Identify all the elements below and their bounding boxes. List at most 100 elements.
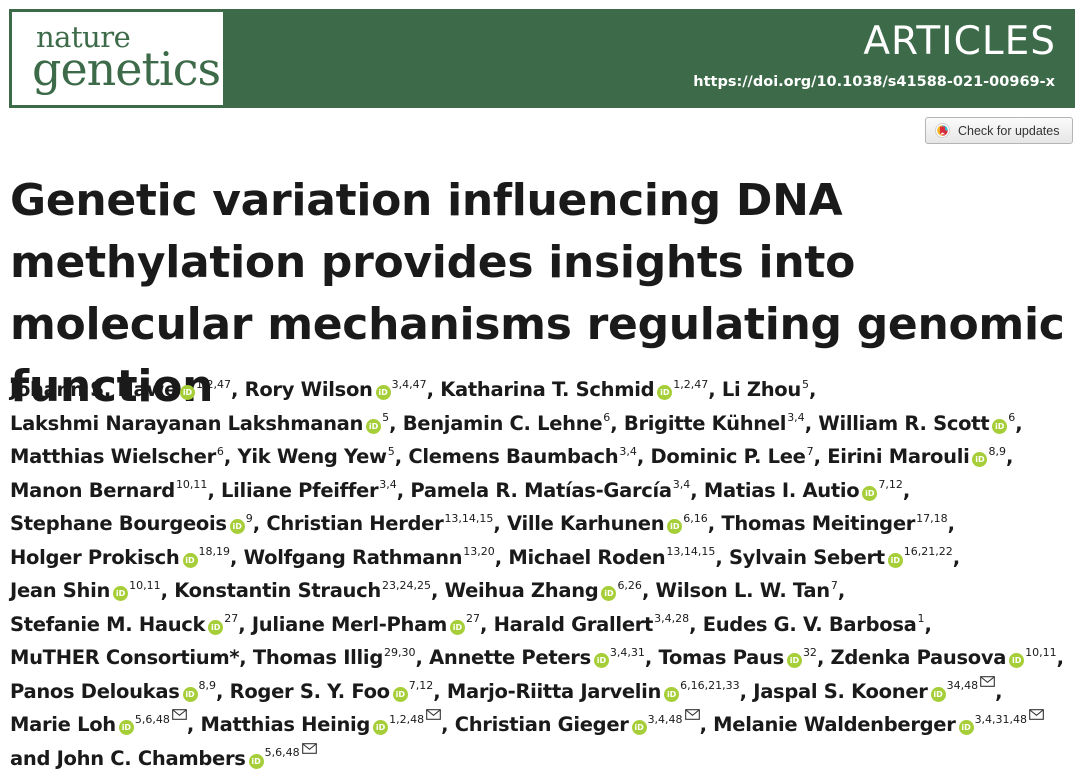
affiliation-numbers[interactable]: 5 bbox=[387, 444, 395, 458]
author-entry[interactable]: Jaspal S. Kooner iD34,48, bbox=[753, 675, 1002, 703]
orcid-icon[interactable]: iD bbox=[601, 586, 617, 601]
author-entry[interactable]: Sylvain Sebert iD16,21,22, bbox=[729, 546, 960, 569]
author-name[interactable]: Jean Shin bbox=[10, 579, 111, 602]
affiliation-numbers[interactable]: 3,4 bbox=[619, 444, 637, 458]
author-name[interactable]: Weihua Zhang bbox=[444, 579, 599, 602]
orcid-icon[interactable]: iD bbox=[631, 720, 647, 735]
author-entry[interactable]: Weihua Zhang iD6,26, bbox=[445, 579, 656, 602]
affiliation-numbers[interactable]: 5,6,48 bbox=[264, 746, 300, 760]
author-name[interactable]: Matias I. Autio bbox=[703, 478, 860, 502]
affiliation-numbers[interactable]: 7,12 bbox=[878, 478, 903, 492]
author-name[interactable]: Zdenka Pausova bbox=[830, 646, 1007, 669]
affiliation-numbers[interactable]: 10,11 bbox=[129, 578, 161, 592]
email-icon[interactable] bbox=[1029, 709, 1044, 721]
affiliation-numbers[interactable]: 6,26 bbox=[617, 578, 642, 592]
author-entry[interactable]: Christian Gieger iD3,4,48, bbox=[455, 709, 713, 736]
author-entry[interactable]: Wilson L. W. Tan7, bbox=[656, 579, 846, 602]
author-entry[interactable]: Eirini Marouli iD8,9, bbox=[827, 445, 1013, 468]
author-entry[interactable]: Konstantin Strauch23,24,25, bbox=[174, 579, 444, 602]
orcid-icon[interactable]: iD bbox=[667, 519, 683, 534]
author-entry[interactable]: Manon Bernard10,11, bbox=[10, 479, 221, 502]
author-entry[interactable]: Ville Karhunen iD6,16, bbox=[507, 512, 721, 535]
author-entry[interactable]: Rory Wilson iD3,4,47, bbox=[245, 378, 441, 401]
author-entry[interactable]: Michael Roden13,14,15, bbox=[508, 546, 729, 569]
affiliation-numbers[interactable]: 29,30 bbox=[383, 645, 416, 659]
affiliation-numbers[interactable]: 13,14,15 bbox=[444, 511, 494, 525]
author-entry[interactable]: Clemens Baumbach3,4, bbox=[408, 445, 650, 468]
affiliation-numbers[interactable]: 6 bbox=[1008, 411, 1016, 425]
affiliation-numbers[interactable]: 34,48 bbox=[946, 679, 979, 693]
orcid-icon[interactable]: iD bbox=[593, 653, 609, 668]
orcid-icon[interactable]: iD bbox=[930, 686, 946, 702]
orcid-icon[interactable]: iD bbox=[664, 686, 680, 702]
author-entry[interactable]: Lakshmi Narayanan Lakshmanan iD5, bbox=[10, 412, 403, 435]
affiliation-numbers[interactable]: 13,20 bbox=[463, 545, 495, 559]
orcid-icon[interactable]: iD bbox=[449, 619, 465, 635]
affiliation-numbers[interactable]: 27 bbox=[465, 612, 480, 626]
affiliation-numbers[interactable]: 7 bbox=[806, 444, 814, 458]
author-name[interactable]: Konstantin Strauch bbox=[174, 579, 381, 602]
doi-link[interactable]: https://doi.org/10.1038/s41588-021-00969… bbox=[693, 74, 1055, 90]
author-name[interactable]: Thomas Meitinger bbox=[721, 512, 916, 535]
orcid-icon[interactable]: iD bbox=[392, 686, 408, 702]
affiliation-numbers[interactable]: 27 bbox=[224, 612, 239, 626]
author-entry[interactable]: Brigitte Kühnel3,4, bbox=[624, 412, 818, 435]
journal-logo[interactable]: nature genetics bbox=[12, 12, 223, 105]
author-entry[interactable]: Marie Loh iD5,6,48, bbox=[10, 709, 201, 736]
author-name[interactable]: Eirini Marouli bbox=[827, 445, 970, 468]
affiliation-numbers[interactable]: 6 bbox=[216, 444, 224, 458]
author-name[interactable]: Thomas Illig bbox=[252, 646, 383, 669]
author-name[interactable]: Yik Weng Yew bbox=[237, 445, 388, 468]
affiliation-numbers[interactable]: 1,2,47 bbox=[673, 377, 709, 391]
author-name[interactable]: Katharina T. Schmid bbox=[440, 378, 655, 401]
author-entry[interactable]: and John C. Chambers iD5,6,48 bbox=[10, 742, 317, 770]
affiliation-numbers[interactable]: 3,4,28 bbox=[654, 612, 690, 626]
affiliation-numbers[interactable]: 3,4,47 bbox=[391, 377, 427, 391]
author-entry[interactable]: Thomas Meitinger17,18, bbox=[721, 511, 955, 535]
author-entry[interactable]: Eudes G. V. Barbosa1, bbox=[703, 613, 932, 636]
orcid-icon[interactable]: iD bbox=[1009, 653, 1025, 668]
author-entry[interactable]: Tomas Paus iD32, bbox=[659, 646, 831, 669]
author-name[interactable]: Melanie Waldenberger bbox=[713, 713, 956, 736]
affiliation-numbers[interactable]: 3,4 bbox=[379, 478, 397, 492]
affiliation-numbers[interactable]: 5,6,48 bbox=[134, 712, 170, 726]
author-name[interactable]: Li Zhou bbox=[721, 378, 801, 401]
orcid-icon[interactable]: iD bbox=[180, 385, 196, 400]
affiliation-numbers[interactable]: 3,4 bbox=[787, 411, 805, 425]
author-entry[interactable]: Stephane Bourgeois iD9, bbox=[10, 512, 266, 535]
author-name[interactable]: Matthias Heinig bbox=[200, 713, 371, 736]
author-entry[interactable]: Matias I. Autio iD7,12, bbox=[704, 479, 910, 502]
orcid-icon[interactable]: iD bbox=[786, 653, 802, 668]
affiliation-numbers[interactable]: 8,9 bbox=[198, 679, 217, 693]
author-entry[interactable]: Katharina T. Schmid iD1,2,47, bbox=[440, 378, 722, 401]
author-name[interactable]: Christian Herder bbox=[266, 512, 444, 535]
author-name[interactable]: Pamela R. Matías-García bbox=[410, 478, 672, 502]
affiliation-numbers[interactable]: 3,4 bbox=[672, 478, 691, 492]
affiliation-numbers[interactable]: 1,2,47 bbox=[196, 377, 232, 391]
orcid-icon[interactable]: iD bbox=[373, 720, 389, 735]
author-name[interactable]: Brigitte Kühnel bbox=[623, 411, 787, 435]
affiliation-numbers[interactable]: 10,11 bbox=[1025, 645, 1057, 659]
orcid-icon[interactable]: iD bbox=[657, 385, 673, 400]
affiliation-numbers[interactable]: 3,4,48 bbox=[647, 712, 683, 726]
orcid-icon[interactable]: iD bbox=[208, 619, 224, 635]
author-name[interactable]: Clemens Baumbach bbox=[408, 445, 619, 468]
author-entry[interactable]: Marjo-Riitta Jarvelin iD6,16,21,33, bbox=[447, 680, 753, 703]
affiliation-numbers[interactable]: 3,4,31,48 bbox=[974, 712, 1028, 726]
author-name[interactable]: Michael Roden bbox=[508, 545, 666, 569]
affiliation-numbers[interactable]: 18,19 bbox=[198, 545, 231, 559]
orcid-icon[interactable]: iD bbox=[862, 485, 878, 501]
author-entry[interactable]: Annette Peters iD3,4,31, bbox=[429, 646, 658, 669]
author-name[interactable]: Liliane Pfeiffer bbox=[221, 478, 379, 502]
author-name[interactable]: Roger S. Y. Foo bbox=[229, 679, 390, 703]
affiliation-numbers[interactable]: 9 bbox=[245, 511, 253, 525]
author-entry[interactable]: Thomas Illig29,30, bbox=[253, 646, 429, 669]
author-name[interactable]: Stephane Bourgeois bbox=[10, 512, 227, 535]
author-name[interactable]: Lakshmi Narayanan Lakshmanan bbox=[10, 411, 364, 435]
email-icon[interactable] bbox=[172, 709, 187, 721]
author-name[interactable]: Johann S. Hawe bbox=[10, 378, 178, 401]
affiliation-numbers[interactable]: 17,18 bbox=[916, 511, 948, 525]
author-entry[interactable]: Pamela R. Matías-García3,4, bbox=[410, 479, 704, 502]
affiliation-numbers[interactable]: 5 bbox=[382, 411, 390, 425]
affiliation-numbers[interactable]: 6,16 bbox=[683, 511, 708, 525]
